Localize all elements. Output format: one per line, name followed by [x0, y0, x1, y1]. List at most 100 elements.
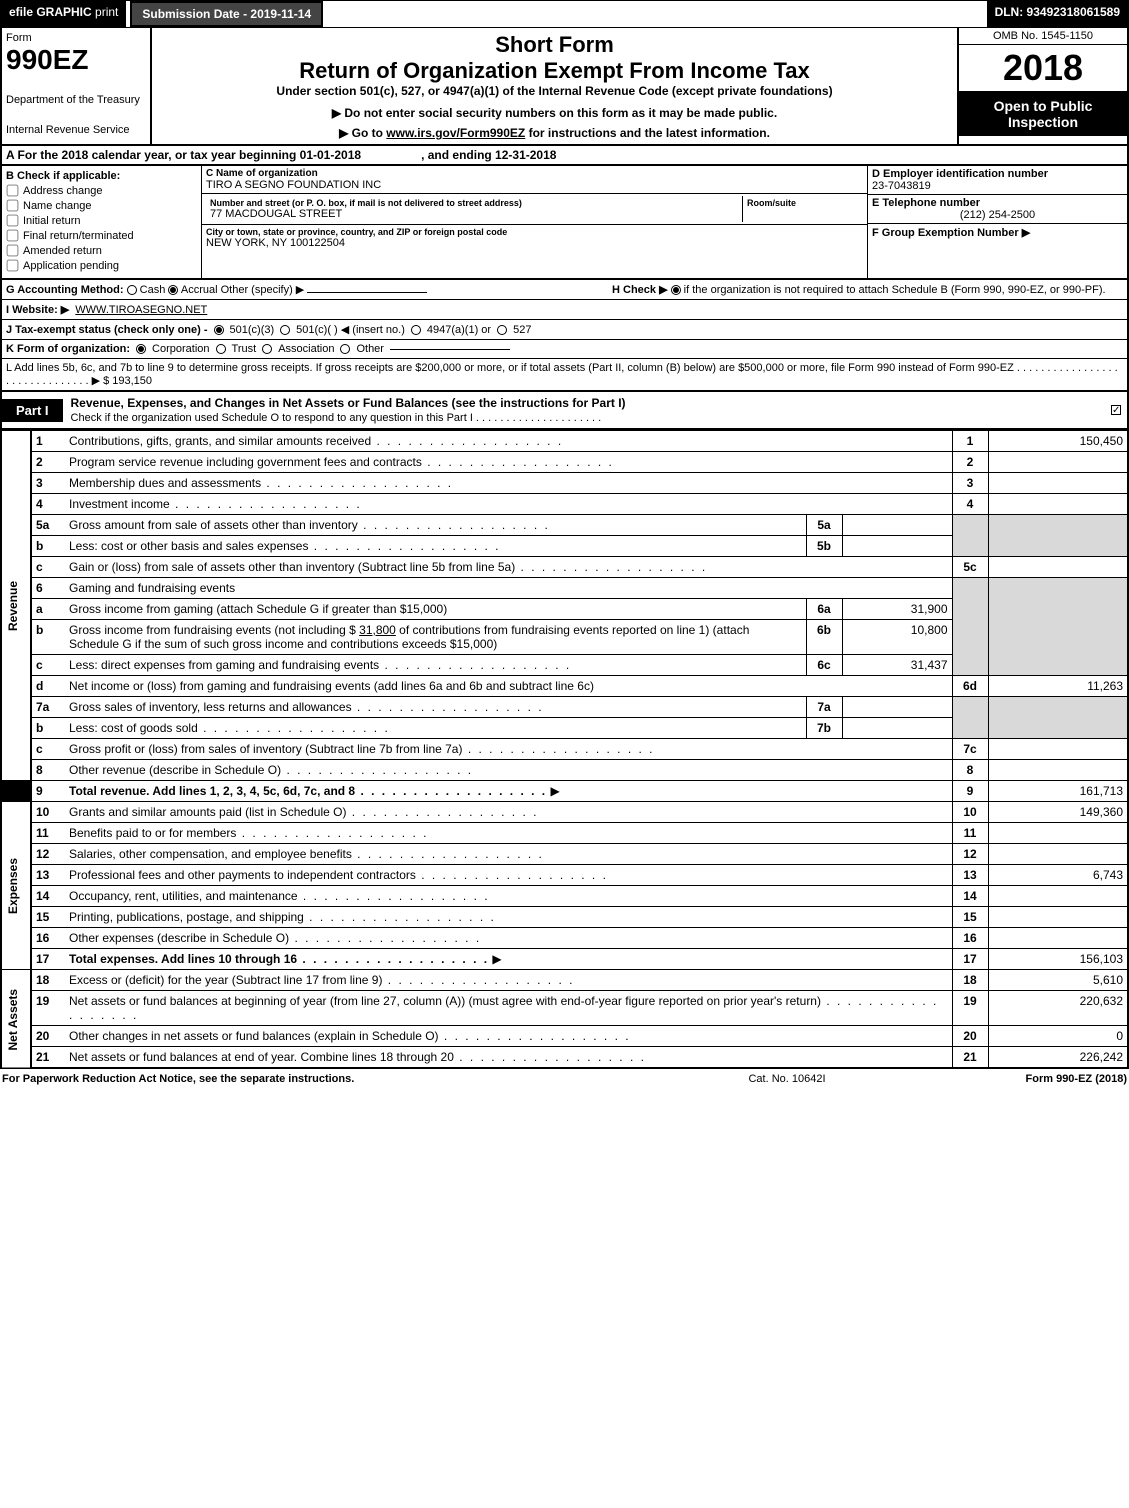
num: 4	[952, 494, 988, 515]
desc: Gross income from gaming (attach Schedul…	[65, 599, 806, 620]
num: 19	[952, 991, 988, 1026]
amt	[988, 760, 1128, 781]
amt: 11,263	[988, 676, 1128, 697]
num: 18	[952, 970, 988, 991]
g-cash-radio[interactable]	[127, 285, 137, 295]
h-check[interactable]	[671, 285, 681, 295]
k3: Association	[278, 343, 334, 355]
ln: a	[31, 599, 65, 620]
desc: Grants and similar amounts paid (list in…	[65, 802, 952, 823]
desc: Other revenue (describe in Schedule O)	[65, 760, 952, 781]
k4: Other	[356, 343, 384, 355]
desc: Investment income	[65, 494, 952, 515]
c-name-row: C Name of organization TIRO A SEGNO FOUN…	[202, 166, 867, 194]
j-4947[interactable]	[411, 325, 421, 335]
schedule-o-check[interactable]	[1111, 404, 1127, 416]
block-b: B Check if applicable: Address change Na…	[2, 166, 202, 278]
shade	[952, 515, 988, 557]
d-label: D Employer identification number	[872, 168, 1123, 180]
ein: 23-7043819	[872, 180, 1123, 192]
part1-table: Revenue 1 Contributions, gifts, grants, …	[0, 430, 1129, 1069]
k-corp[interactable]	[136, 344, 146, 354]
check-initial-return[interactable]: Initial return	[6, 214, 197, 227]
j-501c3[interactable]	[214, 325, 224, 335]
block-c: C Name of organization TIRO A SEGNO FOUN…	[202, 166, 867, 278]
desc: Professional fees and other payments to …	[65, 865, 952, 886]
num: 21	[952, 1047, 988, 1069]
num: 15	[952, 907, 988, 928]
ln: 15	[31, 907, 65, 928]
check-app-pending[interactable]: Application pending	[6, 259, 197, 272]
website[interactable]: WWW.TIROASEGNO.NET	[75, 304, 207, 316]
ln: 7a	[31, 697, 65, 718]
ln: 12	[31, 844, 65, 865]
subln: 6a	[806, 599, 842, 620]
k-other[interactable]	[340, 344, 350, 354]
row-i: I Website: ▶ WWW.TIROASEGNO.NET	[2, 300, 1127, 320]
g-accrual-radio[interactable]	[168, 285, 178, 295]
subln: 6c	[806, 655, 842, 676]
street-label: Number and street (or P. O. box, if mail…	[210, 198, 738, 208]
k-trust[interactable]	[216, 344, 226, 354]
open-public: Open to Public Inspection	[959, 92, 1127, 136]
num: 16	[952, 928, 988, 949]
subln: 6b	[806, 620, 842, 655]
check-address-change[interactable]: Address change	[6, 184, 197, 197]
subln: 5b	[806, 536, 842, 557]
desc: Excess or (deficit) for the year (Subtra…	[65, 970, 952, 991]
subamt: 10,800	[842, 620, 952, 655]
subamt	[842, 718, 952, 739]
j-label: J Tax-exempt status (check only one) -	[6, 324, 208, 336]
part1-header: Part I Revenue, Expenses, and Changes in…	[0, 392, 1129, 430]
k-assoc[interactable]	[262, 344, 272, 354]
num: 2	[952, 452, 988, 473]
ln: 20	[31, 1026, 65, 1047]
e-label: E Telephone number	[872, 197, 1123, 209]
under-section: Under section 501(c), 527, or 4947(a)(1)…	[158, 84, 951, 98]
desc: Printing, publications, postage, and shi…	[65, 907, 952, 928]
block-def: D Employer identification number 23-7043…	[867, 166, 1127, 278]
e-row: E Telephone number (212) 254-2500	[868, 195, 1127, 224]
f-label: F Group Exemption Number ▶	[872, 227, 1030, 239]
ln: c	[31, 739, 65, 760]
spacer	[323, 1, 986, 27]
goto-link[interactable]: www.irs.gov/Form990EZ	[386, 126, 525, 140]
check-final-return[interactable]: Final return/terminated	[6, 229, 197, 242]
part1-check: Check if the organization used Schedule …	[71, 412, 602, 424]
amt: 220,632	[988, 991, 1128, 1026]
omb-number: OMB No. 1545-1150	[959, 28, 1127, 45]
do-not-enter: ▶ Do not enter social security numbers o…	[158, 106, 951, 120]
ln: 17	[31, 949, 65, 970]
l-text: L Add lines 5b, 6c, and 7b to line 9 to …	[6, 362, 1123, 387]
row-a-end: , and ending 12-31-2018	[421, 148, 556, 162]
shade	[952, 578, 988, 676]
city-label: City or town, state or province, country…	[206, 227, 863, 237]
check-lbl: Final return/terminated	[23, 230, 134, 242]
top-bar: efile GRAPHIC print Submission Date - 20…	[0, 0, 1129, 28]
form-word: Form	[6, 32, 146, 44]
check-name-change[interactable]: Name change	[6, 199, 197, 212]
g-label: G Accounting Method:	[6, 284, 124, 296]
footer-pra: For Paperwork Reduction Act Notice, see …	[2, 1073, 647, 1085]
j-501c[interactable]	[280, 325, 290, 335]
check-lbl: Initial return	[23, 215, 80, 227]
subln: 7a	[806, 697, 842, 718]
street: 77 MACDOUGAL STREET	[210, 208, 738, 220]
ln: 13	[31, 865, 65, 886]
dln: DLN: 93492318061589	[987, 1, 1128, 27]
check-amended[interactable]: Amended return	[6, 244, 197, 257]
subln: 5a	[806, 515, 842, 536]
desc: Net income or (loss) from gaming and fun…	[65, 676, 952, 697]
ln: 1	[31, 431, 65, 452]
num: 7c	[952, 739, 988, 760]
print-link[interactable]: print	[95, 5, 118, 19]
side-blank	[1, 781, 31, 802]
amt: 149,360	[988, 802, 1128, 823]
j-527[interactable]	[497, 325, 507, 335]
desc: Gross profit or (loss) from sales of inv…	[65, 739, 952, 760]
num: 10	[952, 802, 988, 823]
desc: Gross amount from sale of assets other t…	[65, 515, 806, 536]
footer: For Paperwork Reduction Act Notice, see …	[0, 1069, 1129, 1089]
num: 12	[952, 844, 988, 865]
ln: b	[31, 536, 65, 557]
